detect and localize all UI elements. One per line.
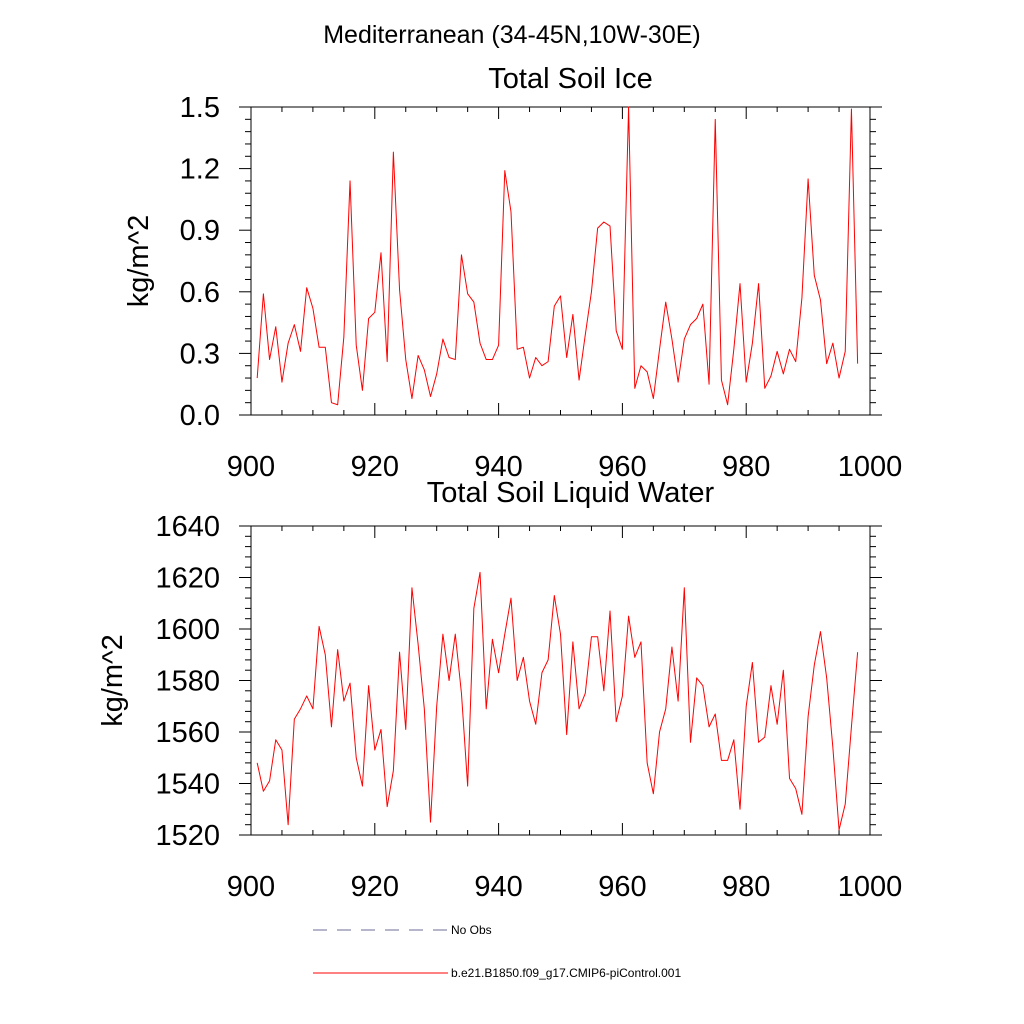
y-tick-label: 1620 — [155, 563, 220, 595]
panel-total-soil-ice: Total Soil Ice kg/m^2 900 920 940 960 980 1000 0… — [123, 63, 902, 483]
x-tick-label: 920 — [351, 871, 399, 903]
y-tick-label: 0.3 — [180, 338, 220, 370]
plot-frame — [250, 525, 871, 836]
panel-total-soil-liquid-water: Total Soil Liquid Water kg/m^2 900 920 940 96… — [97, 477, 902, 903]
x-tick-label: 980 — [722, 871, 770, 903]
legend-no-obs-label: No Obs — [451, 923, 492, 937]
y-tick-label: 0.6 — [180, 277, 220, 309]
plot-frame — [250, 106, 871, 416]
x-tick-label: 900 — [227, 451, 275, 483]
y-tick-label: 1600 — [155, 614, 220, 646]
x-tick-label: 1000 — [838, 451, 903, 483]
x-tick-label: 1000 — [838, 871, 903, 903]
x-tick-label: 940 — [474, 451, 522, 483]
x-tick-label: 980 — [722, 451, 770, 483]
figure-title: Mediterranean (34-45N,10W-30E) — [323, 21, 701, 49]
y-tick-label: 0.0 — [180, 400, 220, 432]
y-axis-label: kg/m^2 — [123, 215, 155, 308]
series-line-ice — [256, 106, 859, 406]
y-tick-label: 1560 — [155, 717, 220, 749]
x-tick-label: 900 — [227, 871, 275, 903]
panel-title: Total Soil Liquid Water — [427, 477, 715, 509]
y-tick-label: 1.5 — [180, 92, 220, 124]
legend-model-label: b.e21.B1850.f09_g17.CMIP6-piControl.001 — [451, 966, 681, 980]
y-tick-label: 1640 — [155, 511, 220, 543]
y-axis-label: kg/m^2 — [97, 634, 129, 727]
legend: No Obs b.e21.B1850.f09_g17.CMIP6-piContr… — [313, 923, 681, 980]
y-tick-label: 1580 — [155, 666, 220, 698]
series-line-liquid — [256, 571, 859, 831]
x-tick-label: 920 — [351, 451, 399, 483]
x-tick-label: 960 — [598, 451, 646, 483]
y-tick-label: 0.9 — [180, 215, 220, 247]
x-tick-label: 940 — [474, 871, 522, 903]
y-tick-label: 1.2 — [180, 154, 220, 186]
x-tick-label: 960 — [598, 871, 646, 903]
y-tick-label: 1540 — [155, 769, 220, 801]
y-tick-label: 1520 — [155, 820, 220, 852]
panel-title: Total Soil Ice — [488, 63, 652, 95]
